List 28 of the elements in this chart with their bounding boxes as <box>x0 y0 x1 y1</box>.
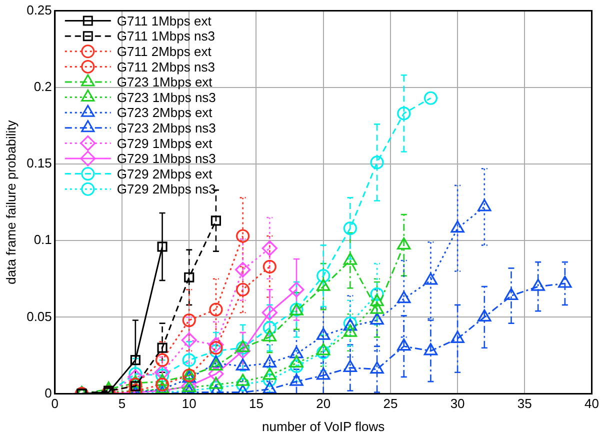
legend-label: G723 1Mbps ns3 <box>116 90 216 105</box>
legend-label: G729 1Mbps ns3 <box>116 151 216 166</box>
legend-label: G729 2Mbps ext <box>116 166 213 182</box>
legend-label: G729 2Mbps ns3 <box>116 182 216 197</box>
legend-label: G729 1Mbps ext <box>116 136 213 151</box>
x-axis-title: number of VoIP flows <box>262 418 386 434</box>
y-tick-label: 0.2 <box>34 78 52 94</box>
x-tick-label: 20 <box>316 396 331 412</box>
legend-label: G723 2Mbps ext <box>116 105 213 120</box>
legend-label: G711 1Mbps ext <box>116 13 212 28</box>
legend-label: G711 1Mbps ns3 <box>116 28 215 44</box>
y-tick-label: 0.1 <box>34 232 52 248</box>
x-tick-label: 25 <box>383 396 398 412</box>
x-tick-label: 5 <box>118 396 126 412</box>
legend-label: G711 2Mbps ext <box>116 44 212 59</box>
x-tick-label: 40 <box>584 396 600 412</box>
x-tick-label: 10 <box>182 396 196 412</box>
legend-label: G723 1Mbps ext <box>116 74 213 90</box>
y-tick-label: 0 <box>44 385 52 400</box>
y-tick-label: 0.05 <box>26 308 52 324</box>
x-tick-label: 30 <box>450 396 465 412</box>
y-tick-label: 0.25 <box>26 2 52 18</box>
x-tick-label: 15 <box>248 396 264 412</box>
y-tick-label: 0.15 <box>26 156 52 171</box>
legend-label: G711 2Mbps ns3 <box>116 59 215 74</box>
legend-label: G723 2Mbps ns3 <box>116 120 216 136</box>
x-tick-label: 35 <box>517 396 532 412</box>
y-axis-title: data frame failure probability <box>3 120 18 284</box>
